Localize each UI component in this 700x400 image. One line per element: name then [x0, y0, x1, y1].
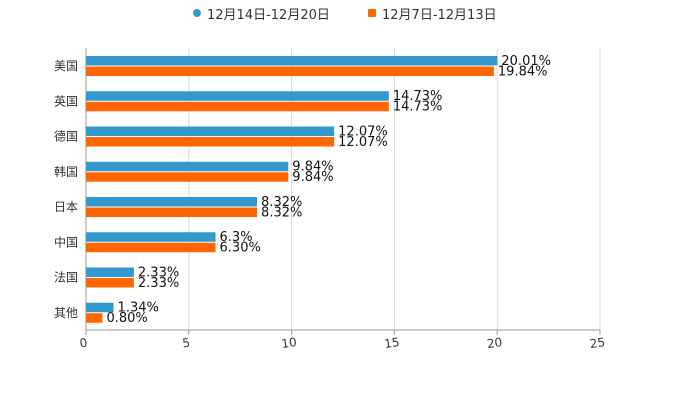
bar-series-1 [86, 267, 134, 277]
data-label: 14.73% [393, 100, 443, 115]
bar-series-1 [86, 56, 498, 66]
data-label: 6.3% [220, 230, 253, 245]
bar-series-2 [86, 66, 494, 76]
data-label: 1.34% [118, 301, 159, 316]
legend-item-series-1[interactable]: 12月14日-12月20日 [193, 4, 330, 23]
legend-marker-circle-icon [193, 9, 201, 17]
data-label: 19.84% [498, 64, 548, 79]
data-label: 2.33% [138, 276, 179, 291]
y-category-label: 其他 [54, 306, 78, 320]
data-label: 12.07% [338, 124, 388, 139]
bar-series-2 [86, 313, 103, 323]
bar-series-1 [86, 302, 114, 313]
bar-series-2 [86, 207, 258, 217]
data-label: 8.32% [261, 195, 302, 210]
x-tick-label: 15 [383, 335, 400, 351]
x-tick-label: 25 [589, 335, 606, 351]
data-label: 9.84% [292, 170, 333, 185]
x-tick-label: 20 [486, 335, 503, 351]
bar-series-1 [86, 232, 216, 242]
bar-series-2 [86, 172, 289, 182]
data-label: 12.07% [338, 135, 388, 150]
y-category-label: 日本 [54, 200, 78, 214]
bar-series-2 [86, 242, 216, 253]
data-label: 6.30% [220, 241, 261, 256]
bar-series-2 [86, 137, 335, 147]
legend: 12月14日-12月20日 12月7日-12月13日 [0, 4, 700, 23]
bar-series-2 [86, 101, 389, 112]
x-tick-label: 10 [281, 335, 298, 351]
legend-item-series-2[interactable]: 12月7日-12月13日 [368, 4, 497, 23]
data-label: 9.84% [292, 160, 333, 175]
data-label: 14.73% [393, 89, 443, 104]
legend-marker-square-icon [368, 9, 376, 17]
bar-series-1 [86, 126, 335, 136]
legend-label: 12月7日-12月13日 [382, 7, 497, 23]
y-category-label: 德国 [54, 129, 78, 144]
data-label: 20.01% [501, 54, 551, 69]
x-tick-label: 5 [181, 336, 191, 351]
y-category-label: 法国 [54, 271, 78, 285]
y-category-label: 英国 [54, 94, 78, 108]
bar-series-2 [86, 278, 134, 288]
bar-series-1 [86, 197, 258, 207]
y-category-label: 美国 [54, 59, 78, 73]
x-tick-label: 0 [79, 336, 89, 351]
bar-series-1 [86, 91, 389, 101]
y-category-label: 韩国 [54, 164, 78, 179]
legend-label: 12月14日-12月20日 [207, 7, 330, 23]
data-label: 0.80% [106, 311, 147, 326]
data-label: 8.32% [261, 205, 302, 220]
data-label: 2.33% [138, 265, 179, 280]
y-category-label: 中国 [54, 234, 78, 249]
bar-series-1 [86, 161, 289, 172]
